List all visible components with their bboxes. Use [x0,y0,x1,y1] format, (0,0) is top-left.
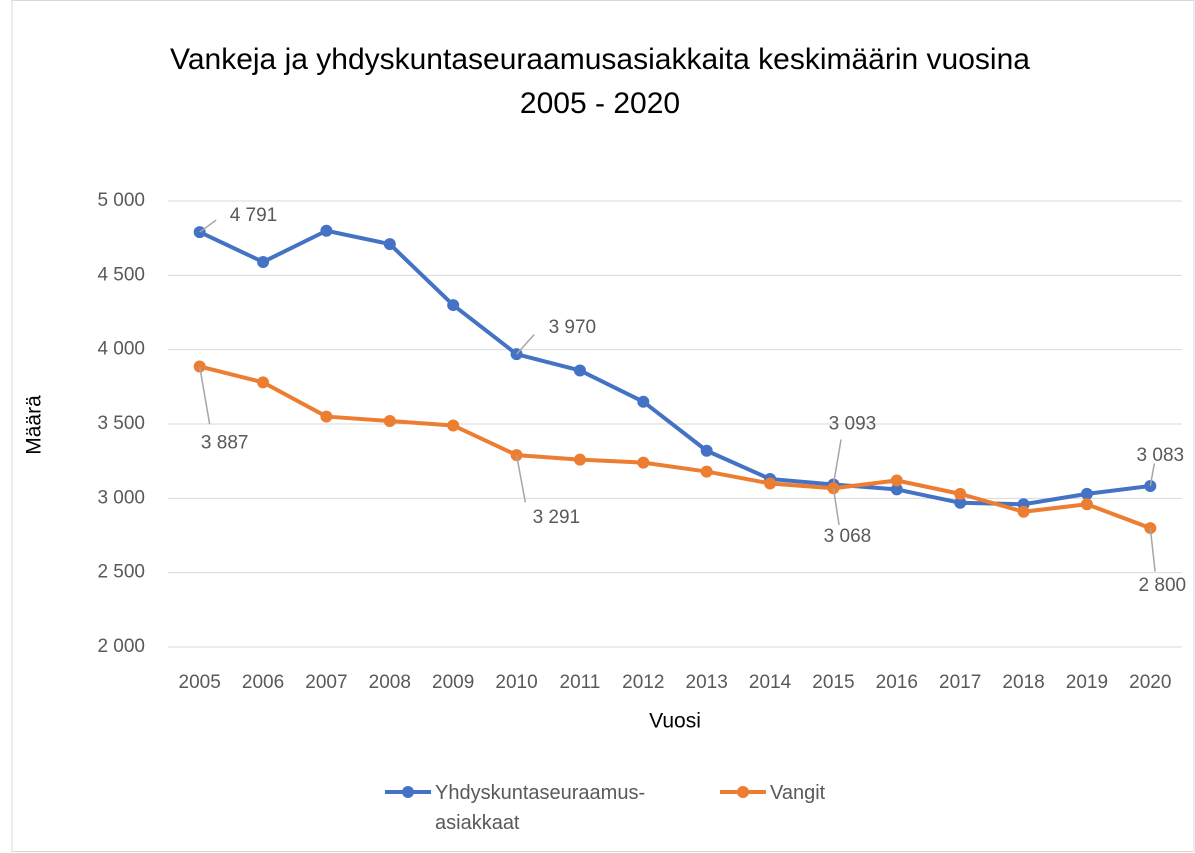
y-tick-label: 3 000 [97,487,145,508]
legend-marker [737,786,749,798]
data-point [573,364,586,377]
x-tick-label: 2017 [939,672,981,693]
leader-line [1149,463,1156,487]
chart-border [11,0,1195,852]
series-line [198,228,1151,507]
data-point [700,465,713,478]
data-point [573,453,586,466]
y-tick-label: 4 500 [97,264,145,285]
x-tick-label: 2007 [305,672,347,693]
y-tick-label: 2 500 [97,562,145,583]
x-tick-label: 2015 [812,672,854,693]
x-tick-label: 2019 [1066,672,1108,693]
leader-line [199,219,217,233]
data-point [1080,487,1093,500]
data-point [637,395,650,408]
data-label: 3 887 [201,432,249,453]
data-point [383,238,396,251]
series-line [199,364,1152,530]
x-axis-label: Vuosi [649,710,701,733]
y-tick-label: 3 500 [97,413,145,434]
leader-line [1149,527,1156,572]
leader-line [515,454,527,503]
legend-label: Vangit [770,782,826,804]
data-point [764,477,777,490]
x-tick-label: 2005 [179,672,221,693]
data-point [954,496,967,509]
leader-line [832,439,842,485]
data-label: 3 291 [533,507,581,528]
data-point [700,444,713,457]
x-tick-label: 2010 [495,672,537,693]
data-point [890,483,903,496]
y-tick-label: 2 000 [97,636,145,657]
data-point [954,487,967,500]
data-point [257,376,270,389]
data-point [1080,498,1093,511]
y-tick-label: 4 000 [97,339,145,360]
x-tick-label: 2012 [622,672,664,693]
chart-title: Vankeja ja yhdyskuntaseuraamusasiakkaita… [170,43,1030,120]
leader-line [832,488,840,526]
x-tick-label: 2013 [686,672,728,693]
data-label: 3 068 [824,526,872,547]
x-tick-label: 2016 [876,672,918,693]
data-point [447,419,460,432]
x-tick-label: 2014 [749,672,792,693]
data-point [447,299,460,312]
x-tick-label: 2006 [242,672,284,693]
data-point [257,255,270,268]
leader-line [516,334,535,355]
data-label: 3 093 [829,414,877,435]
x-tick-label: 2018 [1002,672,1044,693]
x-tick-label: 2011 [560,672,601,693]
data-point [890,474,903,487]
data-label: 3 970 [549,317,597,338]
y-axis-label: Määrä [23,395,46,455]
data-point [1017,505,1030,518]
y-tick-label: 5 000 [97,190,145,211]
data-label: 3 083 [1137,445,1185,466]
data-point [320,224,333,237]
legend-marker [402,786,414,798]
data-label: 2 800 [1139,575,1187,596]
leader-line [198,366,211,425]
data-point [637,456,650,469]
x-tick-label: 2009 [432,672,474,693]
legend-item: Vangit [720,778,990,808]
x-tick-label: 2008 [369,672,411,693]
legend-label: Yhdyskuntaseuraamus-asiakkaat [435,782,646,834]
x-tick-label: 2020 [1129,672,1171,693]
legend-item: Yhdyskuntaseuraamus-asiakkaat [385,778,655,838]
data-point [383,415,396,428]
data-point [320,410,333,423]
data-label: 4 791 [230,205,278,226]
